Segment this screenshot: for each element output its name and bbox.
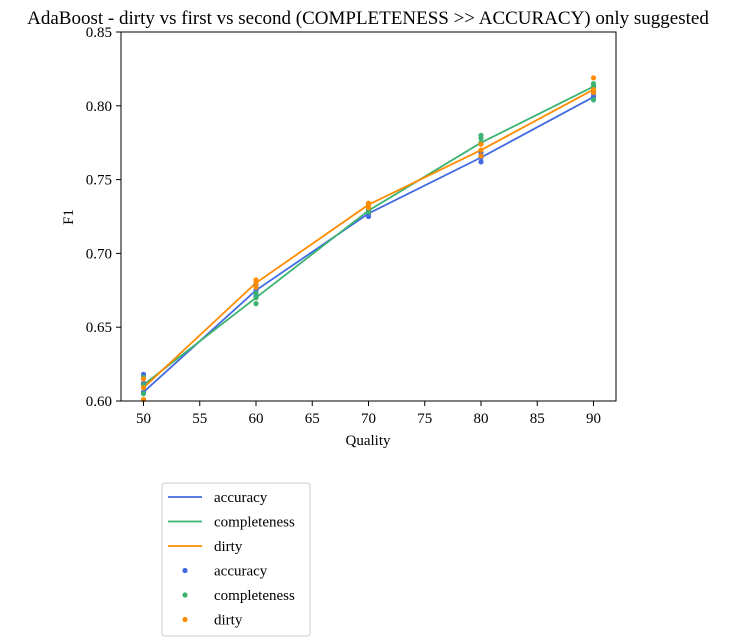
legend-dot-accuracy — [182, 567, 188, 574]
series-line-completeness — [142, 85, 594, 386]
scatter-point-accuracy — [478, 159, 484, 165]
x-tick-label: 80 — [474, 411, 489, 427]
x-tick-label: 55 — [192, 411, 207, 427]
scatter-point-dirty — [140, 376, 147, 382]
scatter-point-completeness — [478, 132, 484, 138]
x-tick-label: 60 — [249, 411, 264, 427]
scatter-point-dirty — [478, 141, 484, 147]
x-tick-label: 90 — [586, 411, 601, 427]
legend-label-dirty: dirty — [214, 613, 243, 629]
scatter-point-completeness — [590, 81, 597, 87]
legend: accuracy completeness dirty accuracy complet… — [161, 482, 311, 637]
x-tick-label: 85 — [530, 411, 545, 427]
y-tick-label: 0.80 — [86, 99, 112, 115]
y-tick-label: 0.65 — [86, 320, 112, 336]
scatter-point-dirty — [590, 87, 597, 93]
legend-label-completeness: completeness — [214, 515, 295, 531]
x-tick-label: 70 — [361, 411, 376, 427]
y-tick-label: 0.75 — [86, 173, 112, 189]
scatter-point-completeness — [253, 301, 259, 307]
series-line-accuracy — [142, 96, 594, 393]
legend-dot-completeness — [182, 592, 188, 598]
y-tick-label: 0.70 — [86, 246, 112, 262]
series-line-dirty — [142, 88, 594, 389]
scatter-point-completeness — [253, 290, 259, 296]
chart-title: AdaBoost - dirty vs first vs second (COM… — [27, 8, 709, 29]
legend-label-accuracy: accuracy — [214, 564, 268, 580]
scatter-point-dirty — [478, 153, 484, 159]
plot-area: 50 55 60 65 70 75 80 85 90 0.60 0.65 0.70 0.75 0.80 0.… — [86, 25, 617, 427]
y-tick-label: 0.60 — [86, 394, 112, 410]
x-axis-label: Quality — [346, 433, 391, 449]
y-tick-label: 0.85 — [86, 25, 112, 41]
scatter-point-completeness — [253, 295, 259, 301]
x-tick-label: 50 — [136, 411, 151, 427]
legend-dot-dirty — [182, 616, 188, 623]
legend-label-accuracy: accuracy — [214, 490, 268, 506]
y-axis-label: F1 — [61, 209, 77, 225]
scatter-point-dirty — [253, 277, 259, 283]
scatter-point-dirty — [478, 147, 484, 153]
x-tick-label: 65 — [305, 411, 320, 427]
scatter-point-completeness — [590, 97, 597, 103]
scatter-point-completeness — [140, 391, 147, 397]
scatter-point-dirty — [253, 284, 259, 290]
scatter-point-dirty — [365, 200, 372, 206]
scatter-point-dirty — [590, 75, 597, 81]
x-tick-label: 75 — [417, 411, 432, 427]
legend-label-completeness: completeness — [214, 588, 295, 604]
scatter-point-dirty — [140, 385, 147, 391]
legend-label-dirty: dirty — [214, 539, 243, 555]
